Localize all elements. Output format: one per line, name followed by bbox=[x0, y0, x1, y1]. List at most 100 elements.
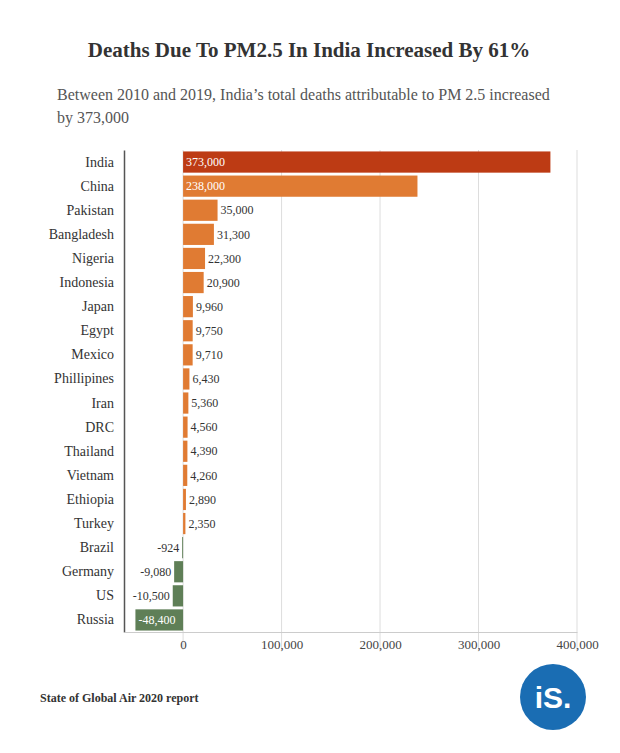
bar bbox=[183, 368, 189, 389]
tick: Iran bbox=[91, 396, 124, 411]
source: State of Global Air 2020 report bbox=[40, 691, 199, 705]
bar bbox=[183, 200, 217, 221]
subtitle: Between 2010 and 2019, India’s total dea… bbox=[57, 86, 550, 127]
tick-label: 300,000 bbox=[458, 637, 500, 652]
tick: Vietnam bbox=[67, 468, 124, 483]
y-axis: India China Pakistan Bangladesh Nigeria Indon… bbox=[49, 151, 125, 633]
bar bbox=[183, 320, 193, 341]
tick-label: Iran bbox=[91, 396, 114, 411]
tick-label: Turkey bbox=[74, 516, 114, 531]
grid-line bbox=[380, 150, 381, 650]
bar bbox=[135, 609, 183, 630]
bar bbox=[182, 537, 184, 558]
data-labels: 373,000 238,000 35,000 31,300 22,300 20,900 9,… bbox=[133, 155, 254, 627]
data-label: 4,390 bbox=[190, 444, 217, 458]
tick: US bbox=[96, 588, 124, 603]
grid-line bbox=[478, 150, 479, 650]
data-label: 2,890 bbox=[189, 493, 216, 507]
tick: 300,000 bbox=[458, 632, 500, 652]
bars bbox=[135, 151, 550, 630]
x-axis: 0 100,000 200,000 300,000 400,000 bbox=[125, 632, 599, 652]
data-label: 9,710 bbox=[196, 348, 223, 362]
tick-label: Ethiopia bbox=[67, 492, 115, 507]
tick: India bbox=[85, 155, 124, 170]
tick: Germany bbox=[62, 564, 124, 579]
data-label: -9,080 bbox=[140, 565, 171, 579]
tick-label: Pakistan bbox=[67, 203, 114, 218]
tick: DRC bbox=[85, 420, 124, 435]
tick: Mexico bbox=[71, 347, 124, 362]
bar bbox=[183, 513, 185, 534]
bar bbox=[173, 585, 183, 606]
data-label: 5,360 bbox=[191, 396, 218, 410]
logo-circle bbox=[520, 664, 586, 730]
tick: Egypt bbox=[81, 323, 124, 338]
tick-label: US bbox=[96, 588, 114, 603]
axis-line bbox=[124, 151, 126, 633]
bar bbox=[174, 561, 183, 582]
bar bbox=[183, 151, 550, 172]
tick: 400,000 bbox=[556, 632, 598, 652]
bar bbox=[183, 176, 417, 197]
data-label: 22,300 bbox=[208, 252, 241, 266]
tick-label: Egypt bbox=[81, 323, 115, 338]
tick: 0 bbox=[180, 632, 187, 652]
data-label: 9,750 bbox=[196, 324, 223, 338]
tick: Thailand bbox=[64, 444, 124, 459]
tick-label: Phillipines bbox=[54, 371, 114, 386]
data-label: 2,350 bbox=[188, 517, 215, 531]
bar bbox=[183, 248, 205, 269]
title: Deaths Due To PM2.5 In India Increased B… bbox=[88, 38, 530, 62]
data-label: 4,560 bbox=[191, 420, 218, 434]
tick-label: Mexico bbox=[71, 347, 114, 362]
data-label: 20,900 bbox=[207, 276, 240, 290]
data-label: 238,000 bbox=[186, 179, 225, 193]
tick: Nigeria bbox=[72, 251, 124, 266]
tick-label: 100,000 bbox=[261, 637, 303, 652]
bar bbox=[183, 441, 187, 462]
bar bbox=[183, 224, 214, 245]
data-label: -924 bbox=[157, 541, 179, 555]
axis-line bbox=[125, 632, 578, 633]
tick: Pakistan bbox=[67, 203, 124, 218]
bar bbox=[183, 465, 187, 486]
tick-label: Germany bbox=[62, 564, 114, 579]
tick: Bangladesh bbox=[49, 227, 124, 242]
bar bbox=[183, 344, 193, 365]
tick: Ethiopia bbox=[67, 492, 124, 507]
tick: China bbox=[81, 179, 124, 194]
tick-label: Thailand bbox=[64, 444, 114, 459]
data-label: 373,000 bbox=[186, 155, 225, 169]
tick-label: Bangladesh bbox=[49, 227, 114, 242]
grid bbox=[183, 150, 577, 650]
tick-label: China bbox=[81, 179, 115, 194]
tick-label: India bbox=[85, 155, 115, 170]
tick-label: Vietnam bbox=[67, 468, 114, 483]
grid-line bbox=[281, 150, 282, 650]
tick: Turkey bbox=[74, 516, 124, 531]
tick: Indonesia bbox=[60, 275, 124, 290]
tick-label: 200,000 bbox=[359, 637, 401, 652]
logo: iS. bbox=[535, 681, 572, 714]
bar bbox=[183, 392, 188, 413]
tick: Japan bbox=[82, 299, 124, 314]
tick-label: Brazil bbox=[80, 540, 114, 555]
tick-label: 0 bbox=[180, 637, 187, 652]
tick: Phillipines bbox=[54, 371, 124, 386]
data-label: -10,500 bbox=[133, 589, 170, 603]
tick-label: 400,000 bbox=[556, 637, 598, 652]
tick-label: Russia bbox=[77, 612, 115, 627]
tick-label: Japan bbox=[82, 299, 114, 314]
tick: Brazil bbox=[80, 540, 124, 555]
tick: Russia bbox=[77, 612, 124, 627]
bar bbox=[183, 272, 204, 293]
tick-label: DRC bbox=[85, 420, 114, 435]
grid-line bbox=[577, 150, 578, 650]
bar bbox=[183, 489, 186, 510]
data-label: 35,000 bbox=[221, 203, 254, 217]
data-label: -48,400 bbox=[138, 613, 175, 627]
data-label: 9,960 bbox=[196, 300, 223, 314]
tick: 100,000 bbox=[261, 632, 303, 652]
bar bbox=[183, 417, 187, 438]
data-label: 31,300 bbox=[217, 228, 250, 242]
